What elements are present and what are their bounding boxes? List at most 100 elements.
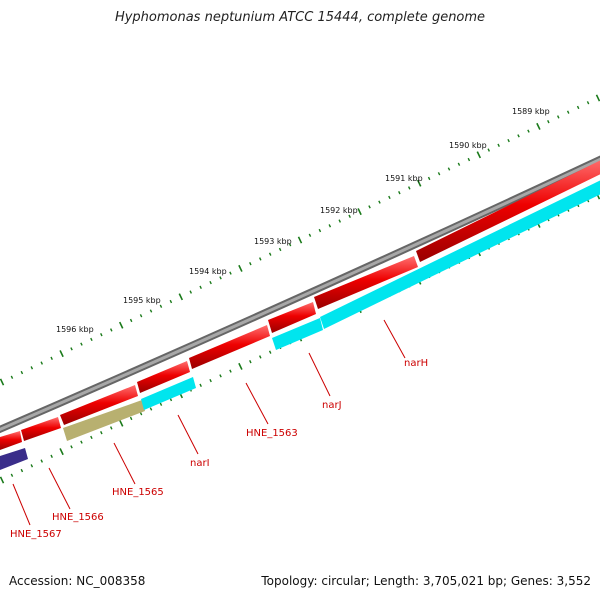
outer-tick-major [178, 293, 184, 301]
outer-tick-major [536, 122, 541, 130]
outer-tick-minor [378, 200, 381, 204]
cds-cyan-narI [141, 377, 196, 410]
outer-tick-minor [209, 280, 212, 285]
inner-tick-minor [109, 426, 113, 430]
cds-cyan-narH [320, 180, 600, 329]
outer-tick-minor [20, 370, 24, 375]
inner-tick-minor [219, 374, 222, 378]
forward-cds-track [0, 160, 600, 450]
outer-tick-minor [109, 328, 113, 332]
outer-tick-minor [338, 219, 342, 223]
outer-tick-minor [129, 318, 133, 323]
inner-tick-minor [159, 402, 163, 406]
inner-tick-minor [139, 412, 143, 416]
cds-forward-1 [0, 431, 22, 450]
outer-tick-minor [457, 162, 461, 166]
topology-text: Topology: circular; Length: 3,705,021 bp… [261, 574, 591, 588]
leader-HNE_1566 [48, 467, 71, 510]
inner-tick-major [118, 419, 124, 427]
inner-tick-minor [199, 383, 202, 387]
outer-tick-minor [90, 337, 93, 342]
cds-olive [63, 400, 145, 441]
outer-tick-major [476, 151, 482, 159]
cds-forward-5 [189, 325, 270, 369]
outer-tick-minor [517, 134, 520, 138]
leader-HNE_1565 [113, 442, 136, 485]
gene-label-narI: narI [190, 458, 210, 469]
scale-label: 1589 kbp [512, 107, 550, 116]
outer-tick-minor [278, 247, 282, 252]
inner-tick-minor [268, 350, 272, 354]
outer-tick-minor [467, 157, 471, 162]
outer-tick-minor [100, 333, 103, 337]
outer-tick-minor [318, 228, 322, 233]
outer-tick-minor [566, 110, 570, 114]
outer-tick-minor [219, 276, 222, 280]
gene-labels: narH narJ HNE_1563 narI HNE_1565 HNE_156… [10, 358, 428, 540]
gene-label-HNE_1567: HNE_1567 [10, 529, 62, 540]
gene-label-HNE_1565: HNE_1565 [112, 487, 164, 498]
outer-tick-minor [586, 101, 590, 105]
outer-tick-minor [149, 309, 153, 313]
outer-tick-major [238, 264, 243, 272]
outer-tick-minor [368, 205, 371, 209]
inner-tick-minor [149, 407, 153, 411]
map-title: Hyphomonas neptunium ATCC 15444, complet… [114, 10, 486, 25]
cds-forward-3 [60, 385, 138, 425]
outer-tick-major [357, 208, 362, 216]
gene-label-HNE_1566: HNE_1566 [52, 512, 104, 523]
inner-tick-minor [10, 473, 14, 477]
inner-tick-minor [229, 369, 232, 373]
outer-tick-minor [527, 129, 530, 133]
outer-tick-minor [388, 195, 391, 200]
inner-tick-major [238, 362, 243, 370]
outer-tick-minor [328, 224, 332, 228]
leader-narI [177, 414, 199, 455]
inner-tick-minor [129, 416, 133, 421]
outer-tick-minor [169, 299, 173, 304]
outer-tick-minor [487, 148, 491, 152]
outer-tick-minor [447, 167, 451, 171]
outer-tick-minor [497, 143, 500, 147]
leader-HNE_1567 [12, 483, 31, 526]
inner-tick-major [59, 448, 64, 456]
outer-tick-minor [30, 366, 34, 370]
outer-tick-minor [308, 233, 312, 237]
outer-tick-major [118, 321, 124, 329]
inner-tick-minor [30, 464, 34, 468]
inner-tick-minor [209, 378, 212, 383]
outer-tick-minor [398, 191, 401, 195]
leader-narH [383, 319, 406, 359]
cds-forward-8 [416, 160, 600, 262]
outer-tick-major [416, 179, 422, 187]
outer-tick-major [595, 94, 600, 102]
scale-label: 1593 kbp [254, 237, 292, 246]
inner-tick-minor [249, 360, 252, 364]
outer-tick-minor [258, 257, 262, 261]
inner-tick-minor [258, 355, 262, 359]
outer-tick-minor [50, 356, 53, 360]
scale-label: 1594 kbp [189, 267, 227, 276]
inner-tick-minor [80, 440, 83, 444]
cds-forward-7 [314, 256, 418, 309]
cds-forward-6 [268, 302, 316, 333]
outer-tick-minor [10, 375, 14, 379]
outer-tick-minor [199, 285, 202, 289]
backbone-ring-highlight [0, 157, 600, 431]
outer-tick-minor [229, 271, 232, 275]
inner-tick-minor [40, 459, 44, 463]
outer-tick-minor [80, 342, 83, 346]
scale-labels: 1589 kbp 1590 kbp 1591 kbp 1592 kbp 1593… [56, 107, 550, 334]
scale-label: 1591 kbp [385, 174, 423, 183]
accession-text: Accession: NC_008358 [9, 574, 146, 588]
leader-narJ [308, 352, 331, 397]
outer-tick-minor [40, 361, 44, 365]
outer-tick-minor [159, 304, 163, 308]
gene-label-narJ: narJ [322, 400, 342, 411]
cds-forward-4 [137, 361, 190, 393]
outer-tick-minor [189, 290, 193, 294]
outer-tick-minor [348, 214, 351, 218]
inner-tick-minor [100, 431, 103, 435]
scale-label: 1592 kbp [320, 206, 358, 215]
